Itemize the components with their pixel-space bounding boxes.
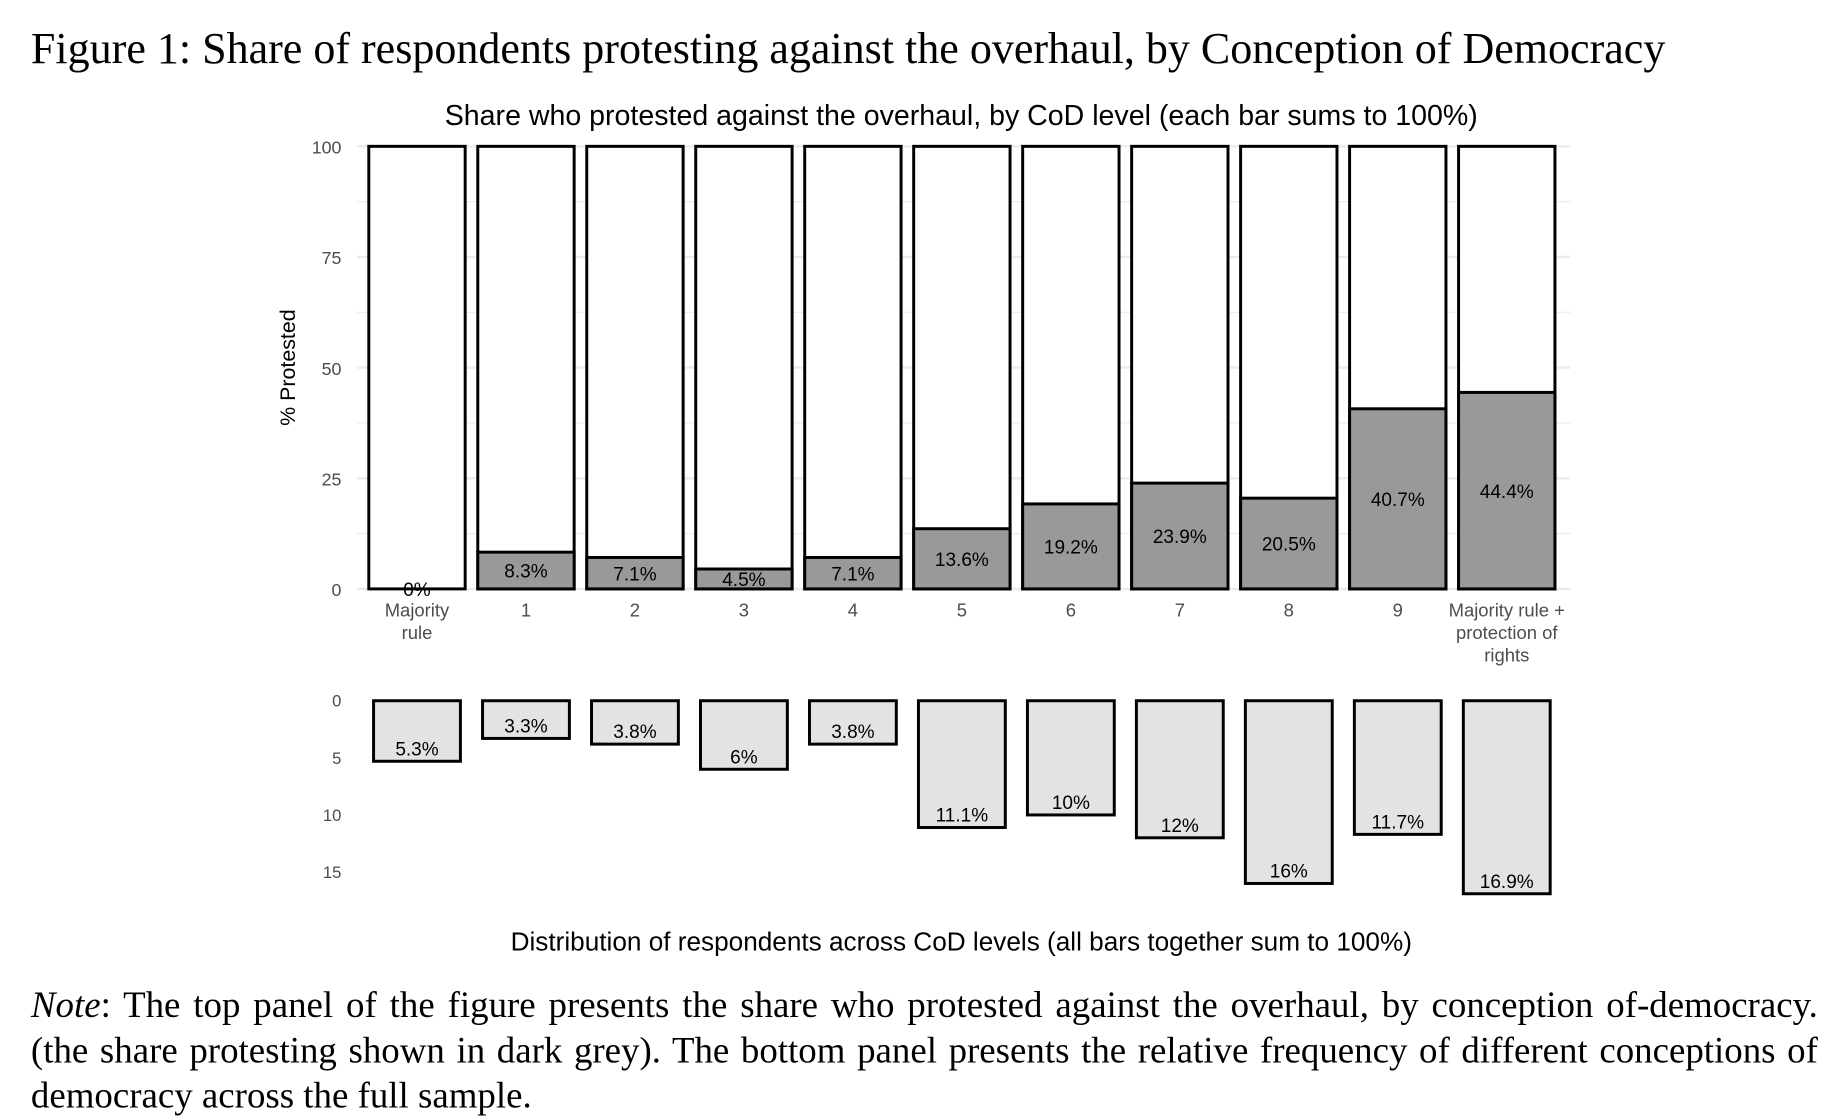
bottom-y-tick-label: 15 [323, 863, 342, 882]
y-tick-label: 25 [322, 469, 342, 489]
caption-text: Figure 1: Share of respondents protestin… [30, 24, 1666, 74]
bar-protested [1239, 496, 1339, 591]
distribution-bar [916, 699, 1007, 829]
distribution-bar [807, 699, 898, 746]
bar-data-label: 44.4% [1480, 482, 1534, 503]
distribution-data-label: 5.3% [395, 739, 438, 760]
bar-protested [803, 555, 903, 591]
bar-data-label: 23.9% [1153, 527, 1207, 548]
note-label: Note [30, 983, 101, 1026]
x-tick-label: 9 [1393, 599, 1403, 620]
bar-data-label: 7.1% [831, 564, 874, 585]
bar-remainder [476, 144, 576, 591]
bar-data-label: 19.2% [1044, 538, 1098, 559]
x-tick-label: 2 [630, 599, 640, 620]
bar-remainder [912, 144, 1012, 591]
bar-protested [694, 567, 794, 591]
distribution-bar [1134, 699, 1225, 840]
x-tick-label: Majority [385, 599, 450, 620]
bar-protested [1457, 390, 1557, 591]
distribution-data-label: 12% [1161, 816, 1199, 837]
x-tick-label: protection of [1456, 622, 1558, 643]
x-tick-label: rights [1484, 644, 1529, 665]
y-tick-label: 75 [322, 248, 342, 268]
x-tick-label: 1 [521, 599, 531, 620]
bar-data-label: 8.3% [504, 562, 547, 583]
top-chart-title: Share who protested against the overhaul… [445, 100, 1478, 132]
x-tick-label: 6 [1066, 599, 1076, 620]
distribution-bar [699, 699, 789, 771]
x-tick-label: 4 [848, 599, 858, 620]
bar-protested [1021, 502, 1121, 591]
bottom-y-tick-label: 10 [323, 806, 342, 825]
distribution-data-label: 3.8% [831, 722, 874, 743]
bar-data-label: 20.5% [1262, 535, 1316, 556]
distribution-bar [1243, 699, 1334, 885]
bar-data-label: 13.6% [935, 550, 989, 571]
bar-protested [585, 555, 685, 591]
x-tick-label: 8 [1284, 599, 1294, 620]
bottom-chart-xlabel: Distribution of respondents across CoD l… [511, 927, 1412, 957]
bottom-y-tick-label: 0 [332, 692, 341, 711]
x-tick-label: rule [402, 622, 433, 643]
distribution-data-label: 6% [730, 747, 758, 768]
y-tick-label: 100 [312, 137, 342, 157]
y-tick-label: 0 [332, 580, 342, 600]
bar-remainder [367, 144, 467, 591]
distribution-bar [1352, 699, 1443, 836]
bottom-y-tick-label: 5 [332, 749, 341, 768]
distribution-bar [1025, 699, 1116, 817]
figure-note: Note: The top panel of the figure presen… [31, 983, 1818, 1118]
bar-data-label: 7.1% [613, 564, 656, 585]
distribution-bar [481, 699, 571, 740]
bar-remainder [694, 144, 794, 591]
x-tick-label: 3 [739, 599, 749, 620]
chart: Share who protested against the overhaul… [276, 100, 1571, 957]
note-text: : The top panel of the figure presents t… [30, 983, 1818, 1116]
y-axis-label: % Protested [276, 309, 300, 426]
x-tick-label: 5 [957, 599, 967, 620]
bar-protested [476, 550, 576, 591]
distribution-data-label: 3.8% [613, 722, 656, 743]
y-tick-label: 50 [322, 359, 342, 379]
distribution-bar [1461, 699, 1552, 896]
distribution-bar [372, 699, 462, 763]
bar-remainder [585, 144, 685, 591]
bar-data-label: 40.7% [1371, 490, 1425, 511]
bar-data-label: 0% [403, 580, 431, 601]
x-tick-label: Majority rule + [1449, 599, 1565, 620]
distribution-data-label: 16% [1270, 862, 1308, 883]
bar-protested [1130, 481, 1230, 591]
figure-caption: Figure 1: Share of respondents protestin… [31, 24, 1665, 75]
x-tick-label: 7 [1175, 599, 1185, 620]
distribution-data-label: 10% [1052, 793, 1090, 814]
distribution-bar [590, 699, 680, 746]
bar-remainder [803, 144, 903, 591]
bar-protested [1348, 407, 1448, 591]
bar-data-label: 4.5% [722, 570, 765, 591]
distribution-data-label: 16.9% [1480, 872, 1534, 893]
distribution-data-label: 11.1% [936, 806, 989, 827]
distribution-data-label: 3.3% [504, 716, 547, 737]
bar-protested [912, 527, 1012, 591]
distribution-data-label: 11.7% [1372, 812, 1425, 833]
